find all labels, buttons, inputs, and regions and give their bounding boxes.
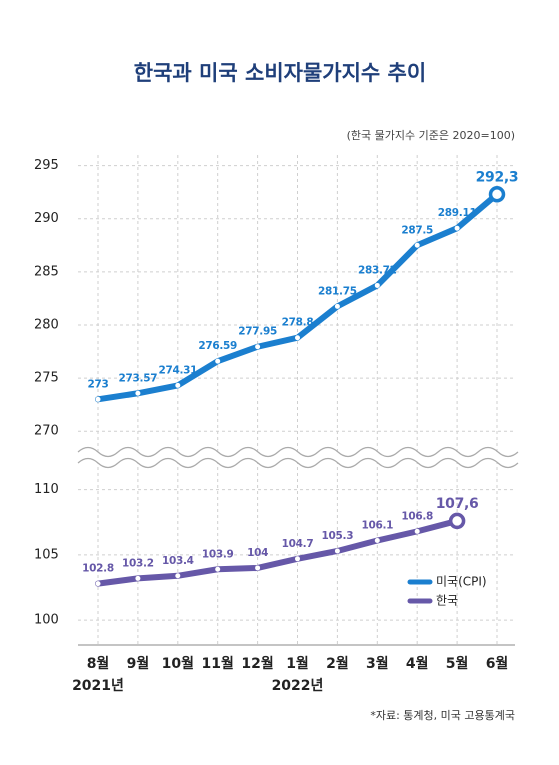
data-label: 103.2 [122, 557, 154, 569]
data-label: 106.8 [401, 510, 433, 522]
data-label: 278.8 [282, 317, 314, 329]
axis-break [77, 457, 519, 469]
point [295, 335, 300, 341]
subtitle: (한국 물가지수 기준은 2020=100) [347, 129, 515, 142]
legend-label: 미국(CPI) [436, 575, 487, 589]
data-label: 106.1 [361, 520, 393, 532]
point [175, 573, 181, 579]
point [414, 528, 420, 534]
point [95, 396, 101, 402]
point [215, 358, 221, 364]
x-tick-label: 3월 [366, 655, 389, 672]
x-tick-label: 9월 [127, 655, 150, 672]
series-line [95, 517, 461, 587]
data-label: 276.59 [198, 340, 237, 352]
data-label: 277.95 [238, 326, 277, 338]
x-tick-label: 8월 [87, 655, 110, 672]
x-tick-label: 1월 [286, 655, 309, 672]
legend-label: 한국 [436, 594, 458, 608]
data-label: 289.11 [438, 207, 477, 219]
point [454, 225, 460, 231]
point [95, 581, 101, 587]
data-label: 274.31 [158, 364, 197, 376]
axis-break-fill [78, 452, 515, 463]
y-tick-label: 270 [34, 424, 59, 439]
x-tick-label: 4월 [406, 655, 429, 672]
point [295, 556, 300, 562]
data-label: 107,6 [436, 496, 479, 512]
data-label: 104 [247, 547, 268, 559]
y-tick-label: 280 [34, 317, 59, 332]
y-tick-label: 105 [34, 547, 59, 562]
end-marker [448, 512, 466, 530]
x-tick-label: 6월 [486, 655, 509, 672]
data-label: 292,3 [476, 169, 519, 185]
y-tick-label: 100 [34, 613, 59, 628]
point [255, 565, 261, 571]
y-tick-label: 290 [34, 211, 59, 226]
data-label: 283.72 [358, 264, 397, 276]
y-tick-label: 110 [34, 482, 59, 497]
y-tick-label: 295 [34, 158, 59, 173]
year-label: 2022년 [272, 678, 324, 694]
chart-title: 한국과 미국 소비자물가지수 추이 [134, 61, 426, 85]
x-tick-label: 2월 [326, 655, 349, 672]
y-tick-label: 275 [34, 371, 59, 386]
source: *자료: 통계청, 미국 고용통계국 [370, 709, 515, 722]
year-label: 2021년 [72, 678, 124, 694]
data-label: 287.5 [401, 224, 433, 236]
point [334, 548, 340, 554]
data-label: 102.8 [82, 563, 114, 575]
data-label: 273 [87, 378, 108, 390]
y-tick-label: 285 [34, 264, 59, 279]
data-label: 103.9 [202, 548, 234, 560]
axis-break [77, 446, 519, 458]
x-tick-label: 5월 [446, 655, 469, 672]
x-tick-label: 12월 [241, 655, 273, 672]
data-label: 281.75 [318, 285, 357, 297]
point [255, 344, 261, 350]
point [135, 390, 141, 396]
point [414, 242, 420, 248]
point [374, 282, 380, 288]
point [334, 303, 340, 309]
point [215, 566, 221, 572]
data-label: 104.7 [282, 538, 314, 550]
data-label: 105.3 [322, 530, 354, 542]
end-marker [488, 186, 506, 203]
x-tick-label: 10월 [162, 655, 194, 672]
point [135, 575, 141, 581]
point [374, 538, 380, 544]
x-tick-label: 11월 [202, 655, 234, 672]
data-label: 273.57 [119, 372, 158, 384]
data-label: 103.4 [162, 555, 194, 567]
point [175, 382, 181, 388]
